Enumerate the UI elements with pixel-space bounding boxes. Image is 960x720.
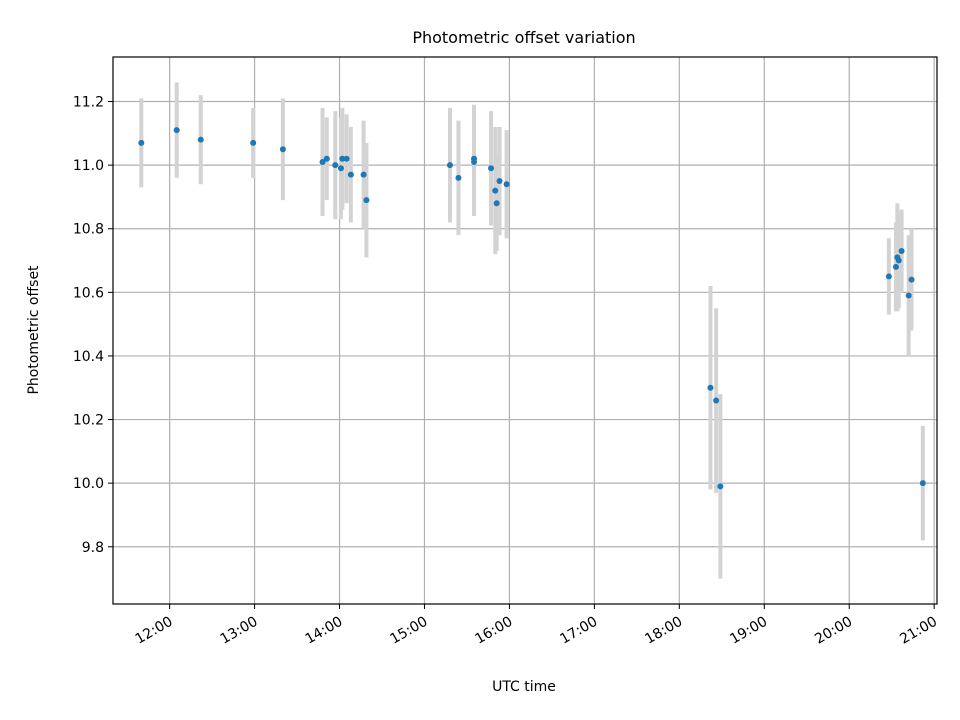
y-tick-label: 10.6	[73, 285, 104, 301]
chart-title: Photometric offset variation	[412, 28, 635, 47]
data-point	[905, 292, 912, 299]
data-points	[138, 127, 926, 490]
data-point	[173, 127, 180, 134]
data-point	[885, 273, 892, 280]
data-point	[713, 397, 720, 404]
data-point	[892, 263, 899, 270]
y-tick-label: 10.2	[73, 413, 104, 429]
data-point	[717, 483, 724, 490]
data-point	[360, 171, 367, 178]
y-tick-label: 11.2	[73, 95, 104, 111]
grid-lines	[113, 57, 937, 604]
data-point	[319, 158, 326, 165]
y-tick-label: 9.8	[82, 540, 104, 556]
data-point	[493, 200, 500, 207]
data-point	[503, 181, 510, 188]
data-point	[337, 165, 344, 172]
data-point	[908, 276, 915, 283]
data-point	[496, 178, 503, 185]
data-point	[138, 139, 145, 146]
data-point	[455, 174, 462, 181]
y-tick-label: 10.8	[73, 222, 104, 238]
data-point	[339, 155, 346, 162]
data-point	[446, 162, 453, 169]
data-point	[250, 139, 257, 146]
data-point	[492, 187, 499, 194]
y-tick-label: 10.4	[73, 349, 104, 365]
x-axis-label: UTC time	[492, 679, 556, 695]
data-point	[488, 165, 495, 172]
data-point	[471, 158, 478, 165]
y-tick-label: 11.0	[73, 158, 104, 174]
data-point	[707, 384, 714, 391]
data-point	[323, 155, 330, 162]
data-point	[197, 136, 204, 143]
data-point	[898, 247, 905, 254]
y-tick-label: 10.0	[73, 476, 104, 492]
data-point	[279, 146, 286, 153]
plot-frame	[112, 56, 938, 605]
data-point	[363, 197, 370, 204]
data-point	[332, 162, 339, 169]
y-axis-ticks: 9.8 10.0 10.2 10.4 10.6 10.8 11.0 11.2	[73, 95, 113, 556]
y-axis-label: Photometric offset	[26, 265, 42, 395]
data-point	[343, 155, 350, 162]
data-point	[347, 171, 354, 178]
data-point	[895, 257, 902, 264]
data-point	[919, 480, 926, 487]
